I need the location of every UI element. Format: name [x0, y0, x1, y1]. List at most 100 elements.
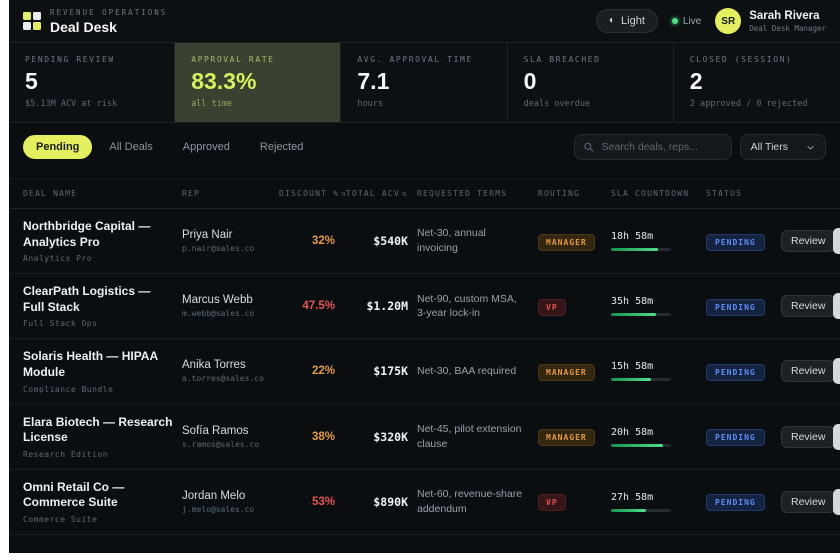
stat-sub: $5.13M ACV at risk — [25, 99, 118, 109]
discount-value: 22% — [311, 365, 335, 378]
stat-sub: all time — [191, 99, 233, 109]
rep-email: s.ramos@sales.co — [182, 439, 260, 449]
deal-name: Omni Retail Co — Commerce Suite — [23, 479, 125, 510]
acv-value: $175K — [373, 364, 408, 379]
sla-cell: 15h 58m — [611, 361, 697, 382]
sla-progress-fill — [611, 248, 659, 252]
rep-email: j.melo@sales.co — [182, 504, 255, 514]
deal-cell: ClearPath Logistics — Full Stack Full St… — [23, 284, 173, 328]
table-row: Northbridge Capital — Analytics Pro Anal… — [9, 209, 840, 275]
clipped-action-button[interactable] — [833, 423, 840, 450]
brand-text: REVENUE OPERATIONS Deal Desk — [50, 8, 167, 35]
requested-terms: Net-30, BAA required — [417, 365, 517, 378]
col-header-status: STATUS — [706, 189, 743, 198]
routing-cell: MANAGER — [538, 427, 602, 447]
status-badge: PENDING — [706, 494, 765, 512]
table-body: Northbridge Capital — Analytics Pro Anal… — [9, 209, 840, 535]
review-button[interactable]: Review — [781, 295, 836, 318]
acv-value: $1.20M — [366, 299, 408, 314]
review-button[interactable]: Review — [781, 230, 836, 253]
review-button[interactable]: Review — [781, 490, 836, 513]
theme-toggle-button[interactable]: ◐ Light — [595, 9, 658, 33]
discount-value: 53% — [311, 495, 335, 508]
deal-product: Analytics Pro — [23, 254, 93, 264]
stat-closed-session: CLOSED (SESSION) 2 2 approved / 0 reject… — [674, 43, 840, 122]
deal-product: Full Stack Ops — [23, 319, 98, 329]
search-input[interactable] — [573, 134, 732, 160]
rep-name: Sofía Ramos — [182, 424, 249, 437]
avatar: SR — [715, 8, 742, 34]
discount-value: 47.5% — [302, 300, 335, 313]
rep-name: Priya Nair — [182, 229, 233, 242]
col-header-discount[interactable]: DISCOUNT % ⇅ — [279, 189, 346, 198]
user-menu[interactable]: SR Sarah Rivera Deal Desk Manager — [715, 8, 826, 34]
clipped-action-button[interactable] — [833, 293, 840, 320]
review-button[interactable]: Review — [781, 425, 836, 448]
stat-label: SLA BREACHED — [523, 55, 601, 64]
user-name: Sarah Rivera — [749, 9, 820, 22]
routing-badge: MANAGER — [538, 233, 595, 251]
acv-value: $890K — [373, 494, 408, 509]
status-badge: PENDING — [706, 429, 765, 447]
deal-cell: Solaris Health — HIPAA Module Compliance… — [23, 349, 173, 393]
tab-rejected[interactable]: Rejected — [247, 135, 316, 159]
sla-countdown: 18h 58m — [611, 231, 654, 243]
live-dot-icon — [671, 18, 678, 24]
discount-value: 38% — [311, 430, 335, 443]
rep-cell: Anika Torres a.torres@sales.co — [182, 359, 270, 383]
stat-label: APPROVAL RATE — [191, 55, 275, 64]
routing-cell: VP — [538, 492, 602, 512]
routing-badge: VP — [538, 298, 566, 316]
actions-cell: Review — [781, 490, 840, 513]
actions-cell: Review — [781, 230, 840, 253]
deals-table: DEAL NAME REP DISCOUNT % ⇅ TOTAL ACV ⇅ REQ… — [9, 178, 840, 535]
routing-cell: MANAGER — [538, 362, 602, 381]
stat-sub: deals overdue — [523, 99, 591, 109]
routing-cell: MANAGER — [538, 232, 602, 251]
tab-approved[interactable]: Approved — [170, 135, 243, 159]
sort-icon: ⇅ — [341, 189, 348, 198]
col-header-sla: SLA COUNTDOWN — [611, 189, 690, 198]
acv-value: $540K — [373, 234, 408, 249]
tier-filter-select[interactable]: All Tiers — [739, 134, 826, 160]
tab-pending[interactable]: Pending — [23, 135, 93, 159]
rep-name: Anika Torres — [182, 359, 246, 372]
rep-cell: Marcus Webb m.webb@sales.co — [182, 294, 270, 318]
routing-badge: MANAGER — [538, 429, 595, 447]
stat-label: CLOSED (SESSION) — [689, 55, 793, 64]
search-box — [573, 134, 732, 160]
deal-cell: Northbridge Capital — Analytics Pro Anal… — [23, 219, 173, 263]
brand: REVENUE OPERATIONS Deal Desk — [23, 8, 167, 35]
table-row: ClearPath Logistics — Full Stack Full St… — [9, 274, 840, 340]
requested-terms: Net-30, annual invoicing — [417, 227, 486, 255]
requested-terms: Net-45, pilot extension clause — [417, 422, 522, 450]
tab-all-deals[interactable]: All Deals — [96, 135, 165, 159]
stat-label: PENDING REVIEW — [25, 55, 115, 64]
clipped-action-button[interactable] — [833, 228, 840, 255]
top-bar-right: ◐ Light Live SR Sarah Rivera Deal Desk M… — [595, 8, 826, 34]
review-button[interactable]: Review — [781, 360, 836, 383]
rep-cell: Jordan Melo j.melo@sales.co — [182, 490, 270, 514]
stat-label: AVG. APPROVAL TIME — [357, 55, 473, 64]
clipped-action-button[interactable] — [833, 358, 840, 385]
rep-email: a.torres@sales.co — [182, 374, 264, 384]
theme-toggle-label: Light — [621, 15, 645, 27]
status-cell: PENDING — [706, 232, 772, 251]
rep-cell: Priya Nair p.nair@sales.co — [182, 229, 270, 253]
stat-approval-rate: APPROVAL RATE 83.3% all time — [175, 43, 342, 122]
col-header-acv-label: TOTAL ACV — [345, 189, 400, 198]
stat-avg-approval-time: AVG. APPROVAL TIME 7.1 hours — [341, 43, 508, 122]
deal-cell: Omni Retail Co — Commerce Suite Commerce… — [23, 480, 173, 524]
sla-progress-track — [611, 443, 671, 447]
sla-progress-track — [611, 378, 671, 382]
status-cell: PENDING — [706, 297, 772, 316]
sort-icon: ⇅ — [401, 189, 408, 198]
col-header-acv[interactable]: TOTAL ACV ⇅ — [344, 189, 408, 198]
routing-cell: VP — [538, 297, 602, 316]
clipped-action-button[interactable] — [833, 488, 840, 515]
top-bar: REVENUE OPERATIONS Deal Desk ◐ Light Liv… — [9, 0, 840, 43]
deal-name: ClearPath Logistics — Full Stack — [23, 284, 151, 314]
rep-name: Marcus Webb — [182, 294, 253, 307]
chevron-down-icon — [806, 143, 815, 152]
